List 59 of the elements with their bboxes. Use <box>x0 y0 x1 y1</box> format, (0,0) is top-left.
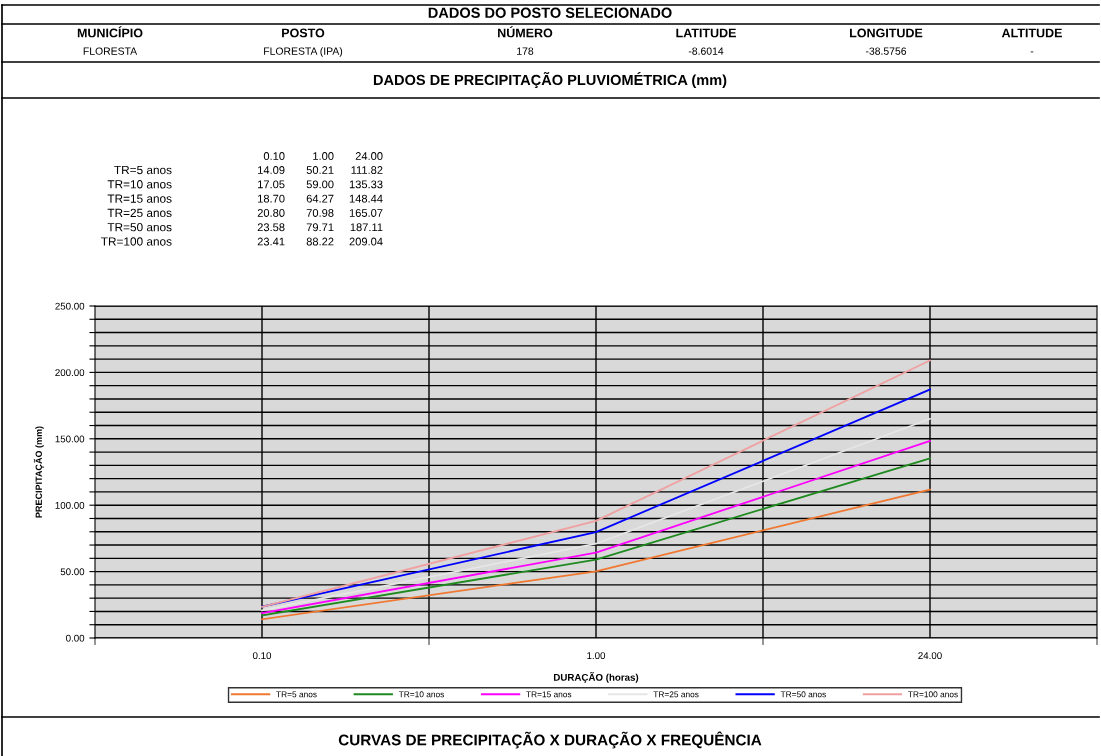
text: 17.05 <box>258 180 285 189</box>
text: 135.33 <box>349 180 383 189</box>
text: 23.41 <box>257 237 285 246</box>
text: TR=50 anos <box>107 223 172 232</box>
text: 59.00 <box>306 180 334 189</box>
text: TR=5 anos <box>114 165 172 175</box>
legend-label: TR=50 anos <box>780 691 826 698</box>
text: 88.22 <box>306 237 334 246</box>
x-axis-title: DURAÇÃO (horas) <box>553 672 639 683</box>
text: 178 <box>517 47 534 55</box>
text: ALTITUDE <box>1001 28 1062 38</box>
text: TR=25 anos <box>107 208 172 218</box>
legend-label: TR=10 anos <box>398 691 445 698</box>
chart-title: DADOS DO POSTO SELECIONADO <box>428 7 672 18</box>
text: 79.71 <box>306 223 334 232</box>
legend-label: TR=25 anos <box>653 691 699 698</box>
text: -8.6014 <box>688 47 724 55</box>
text: FLORESTA (IPA) <box>264 47 343 57</box>
text: 111.82 <box>351 166 383 174</box>
text: POSTO <box>282 28 325 38</box>
text: 20.80 <box>257 209 285 217</box>
category-label: 1.00 <box>313 152 334 160</box>
text: 148.44 <box>349 194 383 203</box>
x-tick-label: 0.10 <box>252 652 272 660</box>
text: LONGITUDE <box>850 28 923 38</box>
y-axis-title: PRECIPITAÇÃO (mm) <box>33 426 44 518</box>
legend-label: TR=15 anos <box>526 691 572 698</box>
text: 165.07 <box>349 209 383 217</box>
legend-label: TR=5 anos <box>276 691 317 698</box>
text: 70.98 <box>306 209 334 217</box>
text: NÚMERO <box>498 26 553 38</box>
text: LATITUDE <box>676 28 736 38</box>
text: TR=10 anos <box>107 180 172 189</box>
text: 64.27 <box>306 194 334 203</box>
x-tick-label: 1.00 <box>587 652 606 660</box>
legend-label: TR=100 anos <box>908 691 958 698</box>
text: - <box>1030 51 1034 53</box>
chart-subtitle: DADOS DE PRECIPITAÇÃO PLUVIOMÉTRICA (mm) <box>373 72 727 88</box>
text: -38.5756 <box>865 47 907 55</box>
text: 23.58 <box>257 223 285 232</box>
text: TR=100 anos <box>101 237 172 246</box>
y-tick-label: 200.00 <box>55 369 85 377</box>
y-tick-label: 0.00 <box>66 634 85 642</box>
text: TR=15 anos <box>107 194 172 203</box>
text: 50.21 <box>306 166 334 174</box>
text: 18.70 <box>258 194 285 203</box>
x-tick-label: 24.00 <box>918 652 942 660</box>
text: 14.09 <box>258 166 285 174</box>
category-label: 0.10 <box>263 152 285 160</box>
y-tick-label: 150.00 <box>55 435 85 443</box>
text: 209.04 <box>349 237 383 246</box>
y-tick-label: 100.00 <box>55 501 85 509</box>
text: FLORESTA <box>83 47 138 55</box>
y-tick-label: 250.00 <box>55 302 85 310</box>
text: CURVAS DE PRECIPITAÇÃO X DURAÇÃO X FREQUÊNCIA <box>338 731 762 749</box>
text: MUNICÍPIO <box>77 26 143 38</box>
text: 187.11 <box>350 223 383 232</box>
category-label: 24.00 <box>355 152 383 160</box>
y-tick-label: 50.00 <box>60 568 85 576</box>
